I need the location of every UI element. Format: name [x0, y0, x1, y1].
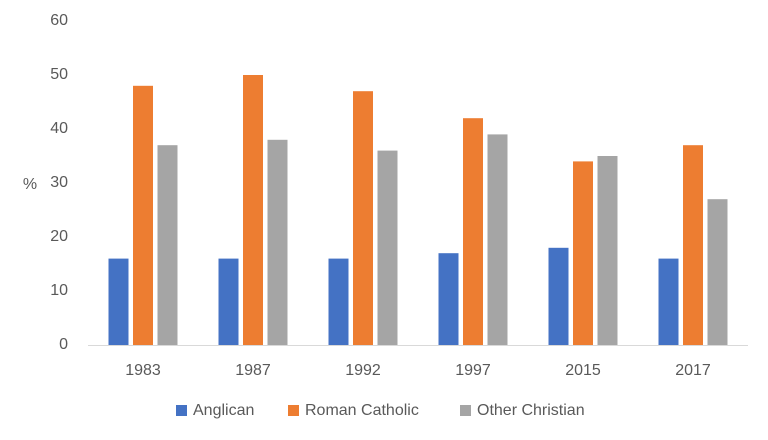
y-tick-label: 60: [50, 12, 68, 29]
x-tick-label: 2017: [675, 362, 711, 379]
x-tick-label: 2015: [565, 362, 601, 379]
bar: [353, 91, 373, 345]
bar: [683, 145, 703, 345]
legend-label: Roman Catholic: [305, 402, 419, 419]
x-tick-label: 1987: [235, 362, 271, 379]
bar: [658, 258, 679, 345]
y-tick-label: 10: [50, 282, 68, 299]
y-tick-label: 20: [50, 228, 68, 245]
legend-label: Other Christian: [477, 402, 585, 419]
bar: [438, 253, 459, 345]
x-tick-label: 1983: [125, 362, 161, 379]
bar: [328, 258, 349, 345]
legend-swatch: [460, 405, 471, 416]
y-tick-label: 40: [50, 120, 68, 137]
bar: [218, 258, 239, 345]
bar: [267, 139, 288, 345]
y-axis-label: %: [23, 176, 37, 193]
bar: [463, 118, 483, 345]
x-tick-label: 1997: [455, 362, 491, 379]
bar: [487, 134, 508, 345]
bar: [157, 145, 178, 345]
x-tick-label: 1992: [345, 362, 381, 379]
y-tick-label: 50: [50, 66, 68, 83]
legend-label: Anglican: [193, 402, 254, 419]
bar: [573, 161, 593, 345]
legend-swatch: [176, 405, 187, 416]
bar: [108, 258, 129, 345]
bar: [707, 199, 728, 345]
bar: [377, 150, 398, 345]
y-tick-label: 0: [59, 336, 68, 353]
legend-swatch: [288, 405, 299, 416]
bar: [548, 247, 569, 345]
bar: [243, 75, 263, 345]
bar: [133, 85, 153, 346]
y-tick-label: 30: [50, 174, 68, 191]
bar: [597, 156, 618, 345]
